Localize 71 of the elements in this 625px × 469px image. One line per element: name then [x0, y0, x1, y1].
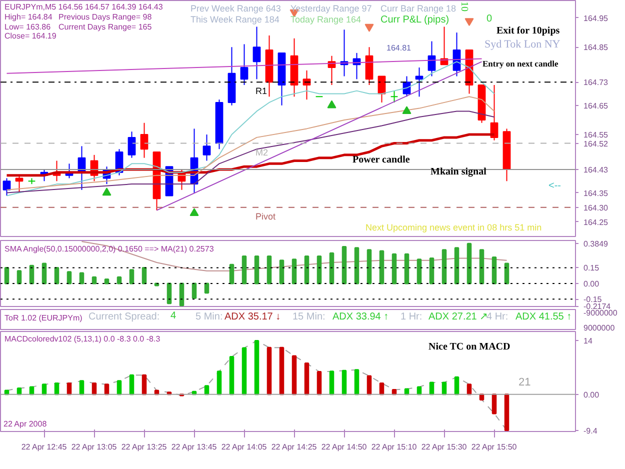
text: ADX 41.55 ↑ [516, 312, 572, 322]
annotation: 0 [486, 14, 492, 24]
annotation: Prev Week Range 643 [190, 4, 281, 14]
text: ADX 35.17 ↓ [224, 312, 281, 322]
annotation: MACDcoloredv102 (5,13,1) 0.0 -8.3 0.0 -8.3 [4, 334, 161, 344]
ref-line-label: R1 [256, 86, 268, 96]
text: 1 Hr: [400, 312, 422, 322]
annotation: <-- [548, 180, 561, 192]
text: 4 Hr: [486, 312, 508, 322]
y-tick-label: 164.35 [584, 188, 609, 198]
annotation: Syd Tok Lon NY [484, 38, 560, 50]
annotation: 22 Apr 2008 [4, 420, 48, 428]
y-tick-label: 0.3849 [584, 240, 609, 248]
annotation: Nice TC on MACD [428, 342, 510, 352]
text: 4 [170, 310, 176, 322]
y-tick-label: -9.4 [584, 426, 598, 436]
y-tick-label: 14 [584, 336, 593, 346]
annotation: Yesterday Range 97 [290, 4, 372, 14]
x-tick-label: 22 Apr 14:50 [321, 442, 368, 452]
x-tick-label: 22 Apr 15:50 [471, 442, 518, 452]
text: ToR 1.02 (EURJPYm) [4, 314, 83, 322]
annotation: 21 [518, 376, 531, 388]
text: Current Spread: [88, 312, 160, 322]
y-tick-label: 164.25 [584, 218, 609, 227]
annotation: Current Days Range= 165 [58, 22, 152, 32]
y-tick-label: 164.30 [584, 203, 609, 212]
text: 5 Min: [196, 312, 223, 322]
text: 9000000 [584, 324, 616, 332]
y-tick-label: 0.00 [584, 390, 600, 400]
x-tick-label: 22 Apr 14:05 [221, 442, 268, 452]
y-tick-label: 164.73 [584, 78, 609, 88]
ref-line-label: M2 [256, 147, 268, 158]
x-tick-label: 22 Apr 13:05 [71, 442, 118, 452]
x-tick-label: 22 Apr 14:25 [271, 442, 318, 452]
y-tick-label: 164.65 [584, 101, 609, 110]
y-tick-label: 164.43 [584, 165, 609, 174]
x-tick-label: 22 Apr 13:45 [171, 442, 218, 452]
annotation: Low= 163.86 [4, 22, 52, 32]
annotation: EURJPYm,M5 164.56 164.57 164.39 164.43 [4, 2, 164, 12]
y-tick-label: 164.95 [584, 14, 609, 23]
annotation: Curr P&L (pips) [380, 14, 450, 26]
y-tick-label: 0.00 [584, 279, 600, 288]
ref-line-label: Pivot [256, 211, 276, 222]
annotation: 10 [458, 2, 470, 12]
annotation: SMA Angle(50,0.15000000,2,0) 0.1650 ==> MA(21) 0.2573 [4, 244, 214, 254]
annotation: Previous Days Range= 98 [58, 12, 152, 22]
text: 15 Min: [292, 312, 326, 322]
y-tick-label: 164.52 [584, 139, 609, 148]
annotation: Power candle [352, 154, 410, 166]
y-tick-label: -0.15 [584, 295, 602, 304]
x-tick-label: 22 Apr 15:10 [371, 442, 418, 452]
annotation: 164.81 [386, 44, 412, 52]
annotation: High= 164.84 [4, 12, 53, 22]
annotation: Entry on next candle [482, 58, 559, 68]
annotation: Curr Bar Range 18 [380, 4, 456, 14]
annotation: Exit for 10pips [496, 26, 560, 36]
text: ADX 33.94 ↑ [332, 312, 389, 322]
x-tick-label: 22 Apr 12:45 [21, 442, 68, 452]
text: -9000000 [584, 308, 618, 318]
y-tick-label: 0.15 [584, 264, 600, 273]
x-tick-label: 22 Apr 13:25 [121, 442, 168, 452]
y-tick-label: -0.2174 [584, 302, 612, 312]
y-tick-label: 164.85 [584, 43, 609, 52]
x-tick-label: 22 Apr 15:30 [421, 442, 468, 452]
annotation: Next Upcoming news event in 08 hrs 51 min [366, 222, 542, 232]
annotation: Close= 164.19 [4, 32, 57, 40]
y-tick-label: 164.55 [584, 130, 609, 140]
text: ADX 27.21 ↗ [428, 312, 488, 322]
annotation: This Week Range 184 [190, 14, 280, 24]
annotation: Today Range 164 [290, 14, 362, 24]
annotation: Mkain signal [430, 166, 487, 178]
